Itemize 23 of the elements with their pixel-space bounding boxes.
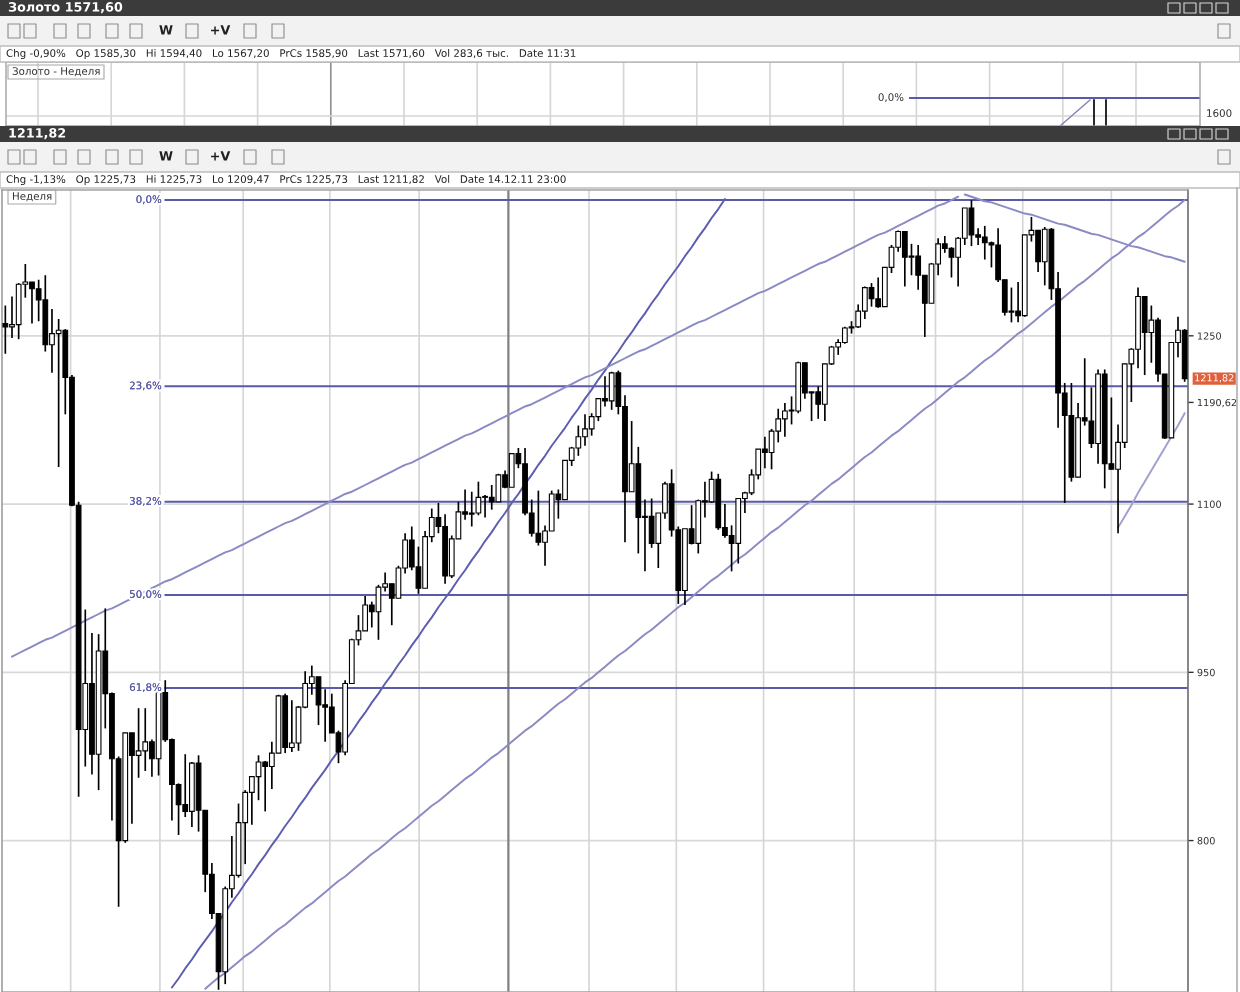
candlestick	[135, 707, 142, 779]
candlestick	[262, 760, 269, 813]
candlestick	[2, 304, 9, 355]
candlestick	[1008, 286, 1015, 324]
candlestick	[288, 699, 295, 753]
candlestick	[142, 707, 149, 772]
candlestick	[508, 452, 515, 489]
candlestick	[608, 370, 615, 411]
candlestick	[1041, 226, 1048, 287]
candlestick	[735, 497, 742, 565]
candlestick	[762, 435, 768, 470]
candlestick	[495, 472, 502, 503]
candlestick	[901, 230, 908, 288]
candlestick	[468, 490, 475, 528]
line-series	[204, 199, 1186, 990]
line-series	[1117, 412, 1186, 529]
line-series	[11, 195, 960, 658]
candlestick	[1141, 295, 1148, 376]
candlestick	[981, 225, 988, 261]
candlestick	[968, 199, 975, 247]
candlestick	[782, 402, 788, 438]
candlestick	[535, 489, 542, 547]
candlestick	[861, 285, 868, 320]
